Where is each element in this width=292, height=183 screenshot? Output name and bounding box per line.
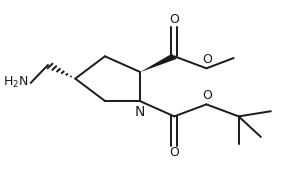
Text: O: O bbox=[169, 13, 179, 26]
Text: O: O bbox=[202, 53, 212, 66]
Text: H$_2$N: H$_2$N bbox=[3, 75, 29, 90]
Text: O: O bbox=[202, 89, 212, 102]
Text: N: N bbox=[135, 105, 145, 119]
Text: O: O bbox=[169, 146, 179, 159]
Polygon shape bbox=[140, 54, 177, 72]
